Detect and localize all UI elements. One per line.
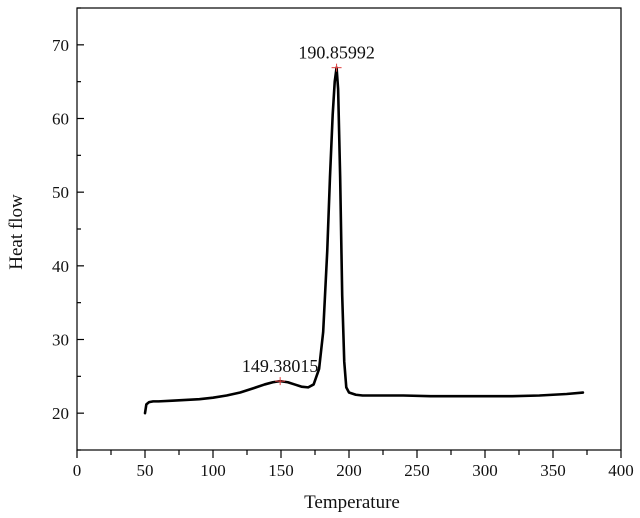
x-tick-label: 0 (73, 461, 82, 480)
x-tick-label: 350 (540, 461, 566, 480)
x-tick-label: 100 (200, 461, 226, 480)
y-tick-label: 60 (52, 110, 69, 129)
x-tick-label: 250 (404, 461, 430, 480)
y-tick-label: 40 (52, 257, 69, 276)
series-line (143, 66, 585, 415)
x-tick-label: 300 (472, 461, 498, 480)
x-axis: 0 50 100 150 200 250 300 350 400 (73, 450, 634, 480)
x-tick-label: 200 (336, 461, 362, 480)
x-tick-label: 150 (268, 461, 294, 480)
annotation-layer: 149.38015 190.85992 (242, 43, 375, 386)
x-tick-label: 400 (608, 461, 634, 480)
plot-frame (76, 7, 622, 451)
peak-label: 190.85992 (298, 43, 375, 63)
series-layer (143, 66, 585, 415)
plot-border (76, 7, 622, 451)
peak-label: 149.38015 (242, 356, 319, 376)
y-tick-label: 50 (52, 183, 69, 202)
y-tick-label: 20 (52, 404, 69, 423)
x-axis-label: Temperature (304, 492, 400, 513)
x-tick-label: 50 (137, 461, 154, 480)
y-tick-label: 70 (52, 36, 69, 55)
y-tick-label: 30 (52, 331, 69, 350)
y-axis: 20 30 40 50 60 70 (52, 7, 84, 451)
y-axis-label: Heat flow (6, 194, 27, 270)
